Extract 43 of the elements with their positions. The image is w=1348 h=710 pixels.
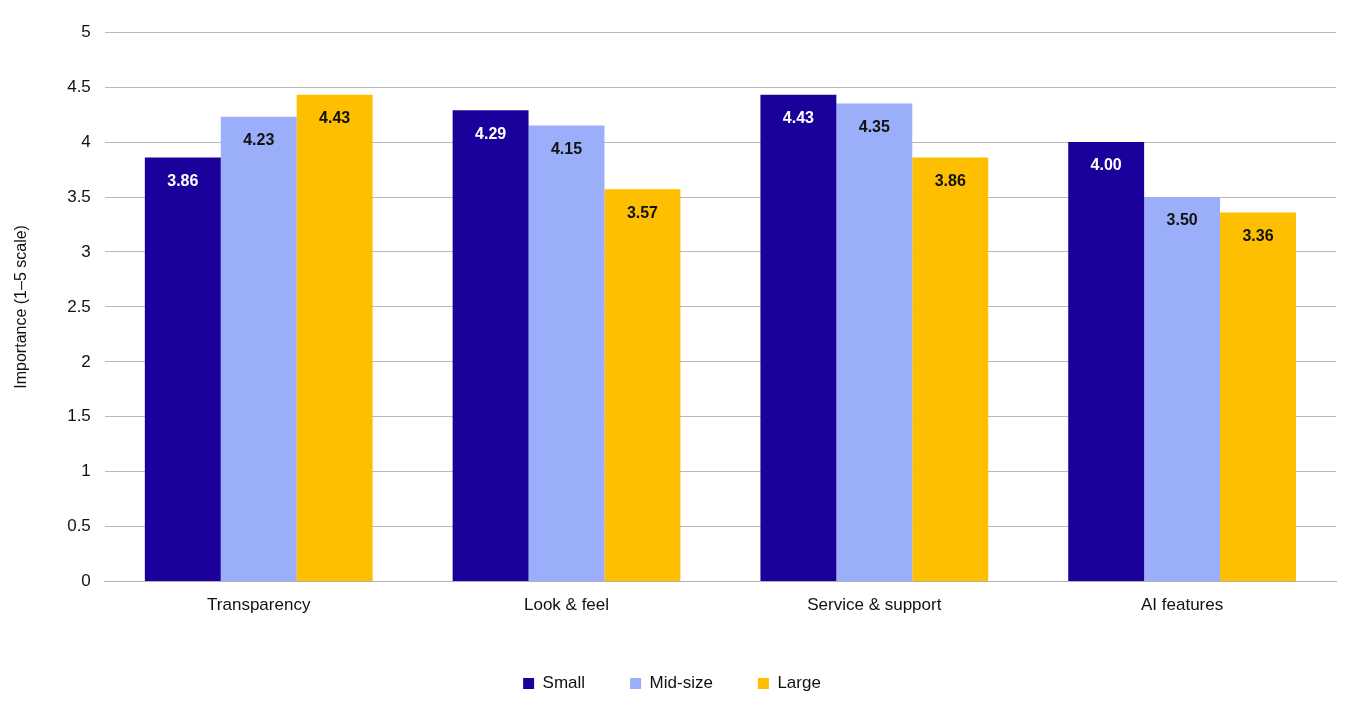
legend-label: Mid-size xyxy=(649,673,713,693)
bar xyxy=(760,94,837,582)
y-tick-label: 0 xyxy=(81,571,91,591)
y-tick-label: 3.5 xyxy=(67,186,91,206)
bar xyxy=(528,125,605,582)
x-tick-label: Look & feel xyxy=(523,595,610,615)
y-tick-label: 2 xyxy=(81,351,91,371)
y-tick-label: 1 xyxy=(81,461,91,481)
y-tick-label: 4.5 xyxy=(67,76,91,96)
data-label: 4.43 xyxy=(319,109,351,127)
legend-label: Large xyxy=(777,673,821,693)
y-axis-title: Importance (1–5 scale) xyxy=(12,225,30,389)
bar xyxy=(1068,142,1145,582)
data-label: 3.86 xyxy=(934,171,966,189)
data-label: 4.23 xyxy=(243,131,275,149)
bar xyxy=(604,189,681,582)
y-tick-label: 1.5 xyxy=(67,406,91,426)
y-tick-label: 5 xyxy=(81,21,91,41)
data-label: 4.15 xyxy=(550,140,583,157)
bar xyxy=(452,110,529,582)
legend-label: Small xyxy=(542,673,586,693)
bar xyxy=(1220,212,1296,582)
bar xyxy=(1144,197,1221,582)
data-label: 4.00 xyxy=(1090,156,1122,174)
y-tick-label: 2.5 xyxy=(67,296,91,316)
x-tick-label: AI features xyxy=(1140,595,1224,615)
bar xyxy=(296,94,373,582)
bar xyxy=(144,157,221,582)
data-label: 4.43 xyxy=(782,109,815,127)
data-label: 4.35 xyxy=(858,118,890,136)
data-label: 4.29 xyxy=(475,124,507,142)
y-tick-label: 4 xyxy=(81,131,91,151)
x-tick-label: Transparency xyxy=(207,595,311,615)
y-tick-label: 0.5 xyxy=(67,516,91,536)
y-tick-label: 3 xyxy=(81,241,91,261)
data-label: 3.50 xyxy=(1166,211,1198,229)
bar xyxy=(220,116,297,582)
bar xyxy=(836,103,913,582)
x-tick-label: Service & support xyxy=(807,595,942,615)
data-label: 3.57 xyxy=(626,203,659,221)
data-label: 3.86 xyxy=(167,171,199,189)
data-label: 3.36 xyxy=(1242,226,1274,244)
bar xyxy=(912,157,989,582)
